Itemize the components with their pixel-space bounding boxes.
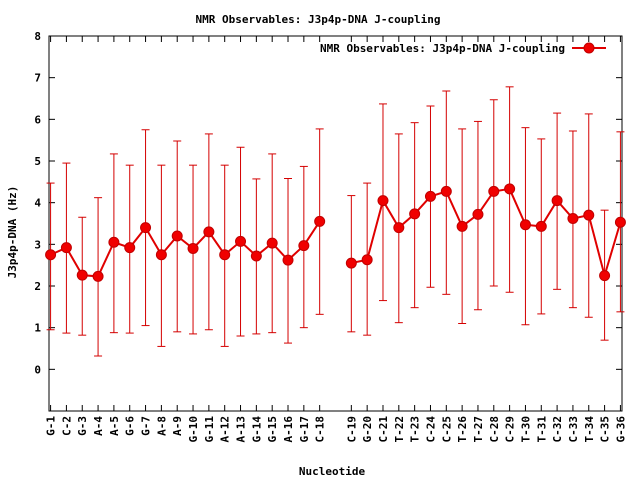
chart-title: NMR Observables: J3p4p-DNA J-coupling: [195, 13, 440, 26]
y-tick-label: 0: [34, 363, 41, 376]
data-point: [155, 249, 167, 261]
x-tick-label: T-30: [519, 416, 532, 443]
series-lines: [50, 187, 622, 280]
data-point: [377, 195, 389, 207]
x-tick-label: G-11: [203, 416, 216, 443]
series-line-segment: [351, 187, 622, 280]
x-tick-label: A-8: [155, 416, 168, 436]
data-point: [519, 219, 531, 231]
data-point: [108, 236, 120, 248]
x-tick-label: A-16: [282, 416, 295, 443]
x-tick-label: C-32: [551, 416, 564, 443]
x-tick-label: G-14: [250, 416, 263, 443]
data-point: [583, 209, 595, 221]
data-point: [472, 208, 484, 220]
x-tick-label: C-29: [504, 416, 517, 443]
legend-marker: [583, 42, 595, 54]
y-axis: 0 1 2 3 4 5 6 7 8: [34, 30, 622, 376]
x-axis-label: Nucleotide: [299, 465, 366, 478]
x-tick-label: A-9: [171, 416, 184, 436]
x-tick-label: T-27: [472, 416, 485, 443]
y-tick-label: 6: [34, 113, 41, 126]
x-tick-label: C-28: [488, 416, 501, 443]
legend-label: NMR Observables: J3p4p-DNA J-coupling: [320, 42, 565, 55]
x-tick-label: C-2: [60, 416, 73, 436]
x-tick-label: G-20: [361, 416, 374, 443]
x-tick-label: G-1: [45, 416, 58, 436]
data-point: [171, 230, 183, 242]
data-point: [567, 213, 579, 224]
data-point: [345, 257, 357, 269]
x-tick-label: A-12: [219, 416, 232, 443]
data-point: [614, 216, 626, 228]
y-tick-label: 4: [34, 197, 41, 210]
data-point: [409, 208, 421, 220]
x-tick-label: G-36: [614, 416, 627, 443]
data-point: [599, 270, 611, 282]
y-tick-label: 2: [34, 280, 41, 293]
data-point: [314, 215, 326, 227]
x-tick-label: A-5: [108, 416, 121, 436]
data-point: [361, 254, 373, 266]
x-tick-label: A-13: [235, 416, 248, 443]
data-point: [456, 220, 468, 232]
error-bars: [46, 86, 625, 357]
data-point: [235, 235, 247, 247]
data-point: [393, 222, 405, 234]
data-point: [488, 185, 500, 197]
x-tick-label: A-4: [92, 416, 105, 436]
data-point: [250, 250, 262, 262]
x-tick-label: G-17: [298, 416, 311, 443]
x-tick-label: G-3: [76, 416, 89, 436]
x-tick-label: C-35: [599, 416, 612, 443]
y-tick-label: 8: [34, 30, 41, 43]
x-tick-label: T-22: [393, 416, 406, 443]
data-point: [266, 237, 278, 249]
data-point: [124, 242, 136, 254]
y-tick-label: 3: [34, 238, 41, 251]
x-tick-label: G-7: [140, 416, 153, 436]
x-axis: G-1 C-2 G-3 A-4 A-5 G-6 G-7 A-8 A-9 G-10 G-11 A-12 A…: [45, 36, 627, 443]
y-tick-label: 1: [34, 322, 41, 335]
data-point: [219, 249, 231, 261]
x-tick-label: T-31: [535, 416, 548, 443]
data-point: [535, 220, 547, 232]
data-point: [187, 243, 199, 254]
data-point: [60, 242, 72, 254]
data-point: [504, 183, 516, 195]
x-tick-label: T-26: [456, 416, 469, 443]
x-tick-label: G-6: [124, 416, 137, 436]
data-point: [140, 222, 152, 234]
x-tick-label: C-18: [314, 416, 327, 443]
y-tick-label: 5: [34, 155, 41, 168]
data-points: [45, 183, 626, 282]
data-point: [203, 226, 215, 238]
data-point: [298, 240, 310, 252]
x-tick-label: C-33: [567, 416, 580, 443]
x-tick-label: G-15: [266, 416, 279, 443]
x-tick-label: T-34: [583, 416, 596, 443]
data-point: [92, 270, 104, 282]
data-point: [45, 249, 57, 261]
x-tick-label: C-19: [345, 416, 358, 443]
data-point: [440, 185, 452, 197]
data-point: [551, 195, 563, 207]
legend: NMR Observables: J3p4p-DNA J-coupling: [320, 42, 606, 55]
plot-frame: [48, 35, 623, 412]
x-tick-label: G-10: [187, 416, 200, 443]
series-line-segment: [50, 220, 321, 278]
data-point: [282, 254, 294, 266]
y-tick-label: 7: [34, 72, 41, 85]
x-tick-label: C-21: [377, 416, 390, 443]
x-tick-label: T-23: [409, 416, 422, 443]
data-point: [76, 269, 88, 281]
x-tick-label: C-25: [440, 416, 453, 443]
y-axis-label: J3p4p-DNA (Hz): [6, 186, 19, 279]
data-point: [424, 190, 436, 202]
x-tick-label: C-24: [424, 416, 437, 443]
